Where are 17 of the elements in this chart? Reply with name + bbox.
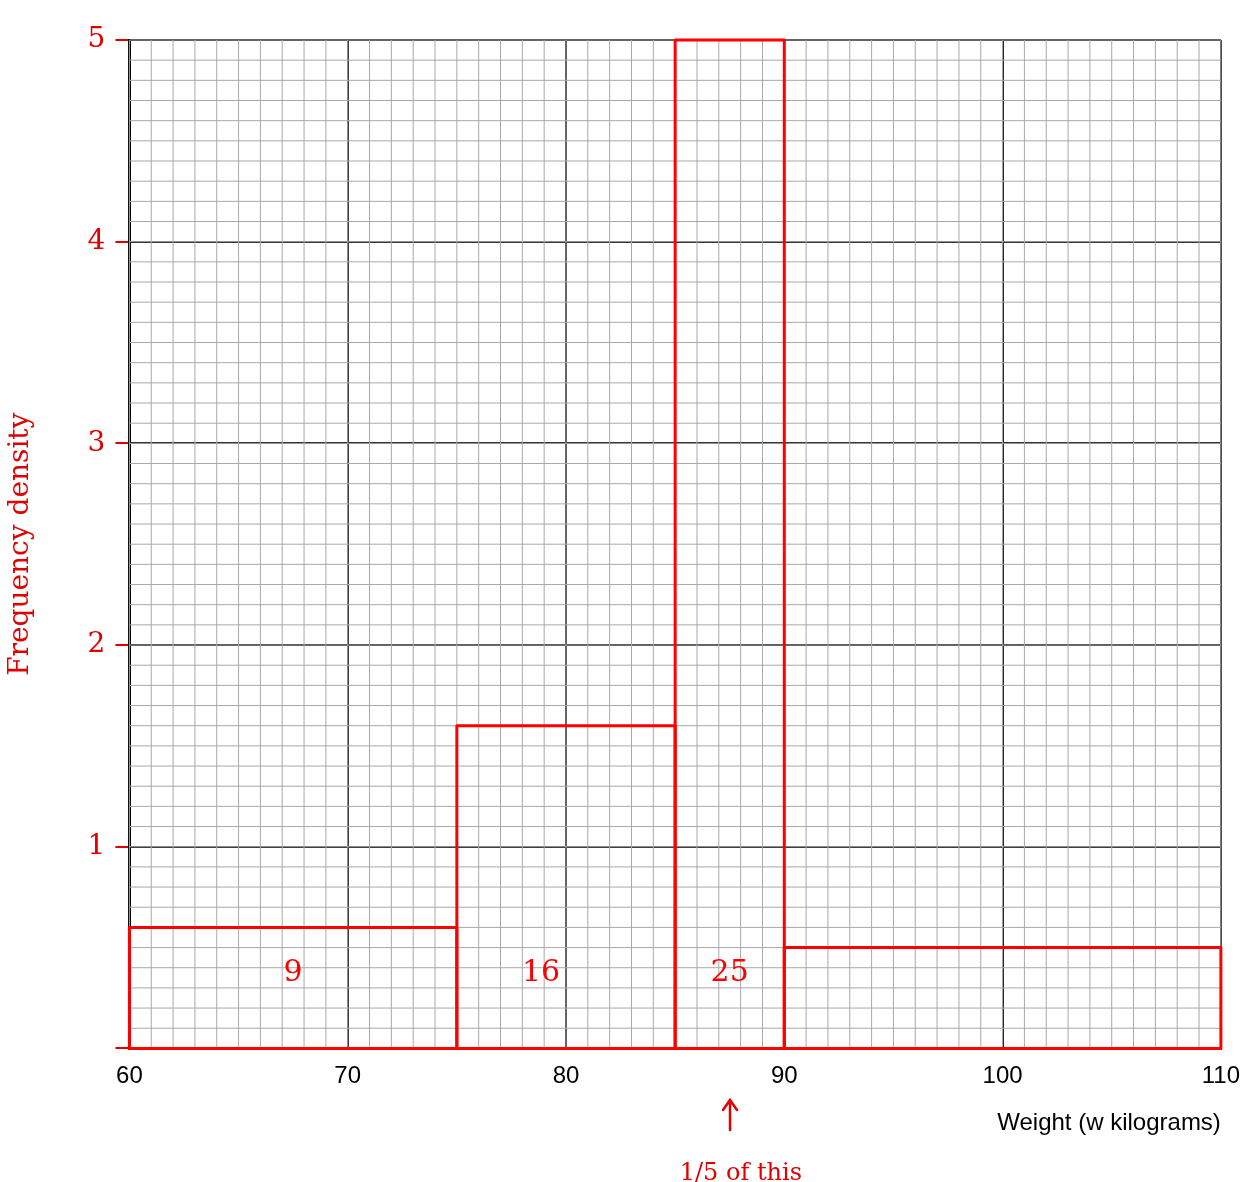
y-axis-title: Frequency density <box>2 412 36 676</box>
y-tick-label: 5 <box>87 21 106 55</box>
annotation: 9 <box>283 953 303 989</box>
y-tick-label: 4 <box>87 222 106 256</box>
x-axis-title: Weight (w kilograms) <box>997 1108 1221 1136</box>
x-tick-label: 60 <box>116 1061 143 1089</box>
x-tick-label: 80 <box>552 1061 580 1089</box>
text: 1/5 of this <box>679 1158 803 1182</box>
x-tick-label: 70 <box>334 1061 362 1089</box>
y-tick-label: 1 <box>87 828 106 861</box>
x-tick-label: 100 <box>982 1061 1023 1089</box>
annotation: 16 <box>521 953 561 989</box>
x-tick-label: 90 <box>770 1061 798 1089</box>
y-tick-label: 3 <box>87 424 106 458</box>
annotation: 25 <box>710 953 749 989</box>
y-tick-label: 2 <box>87 626 106 660</box>
x-tick-label: 110 <box>1201 1061 1240 1089</box>
